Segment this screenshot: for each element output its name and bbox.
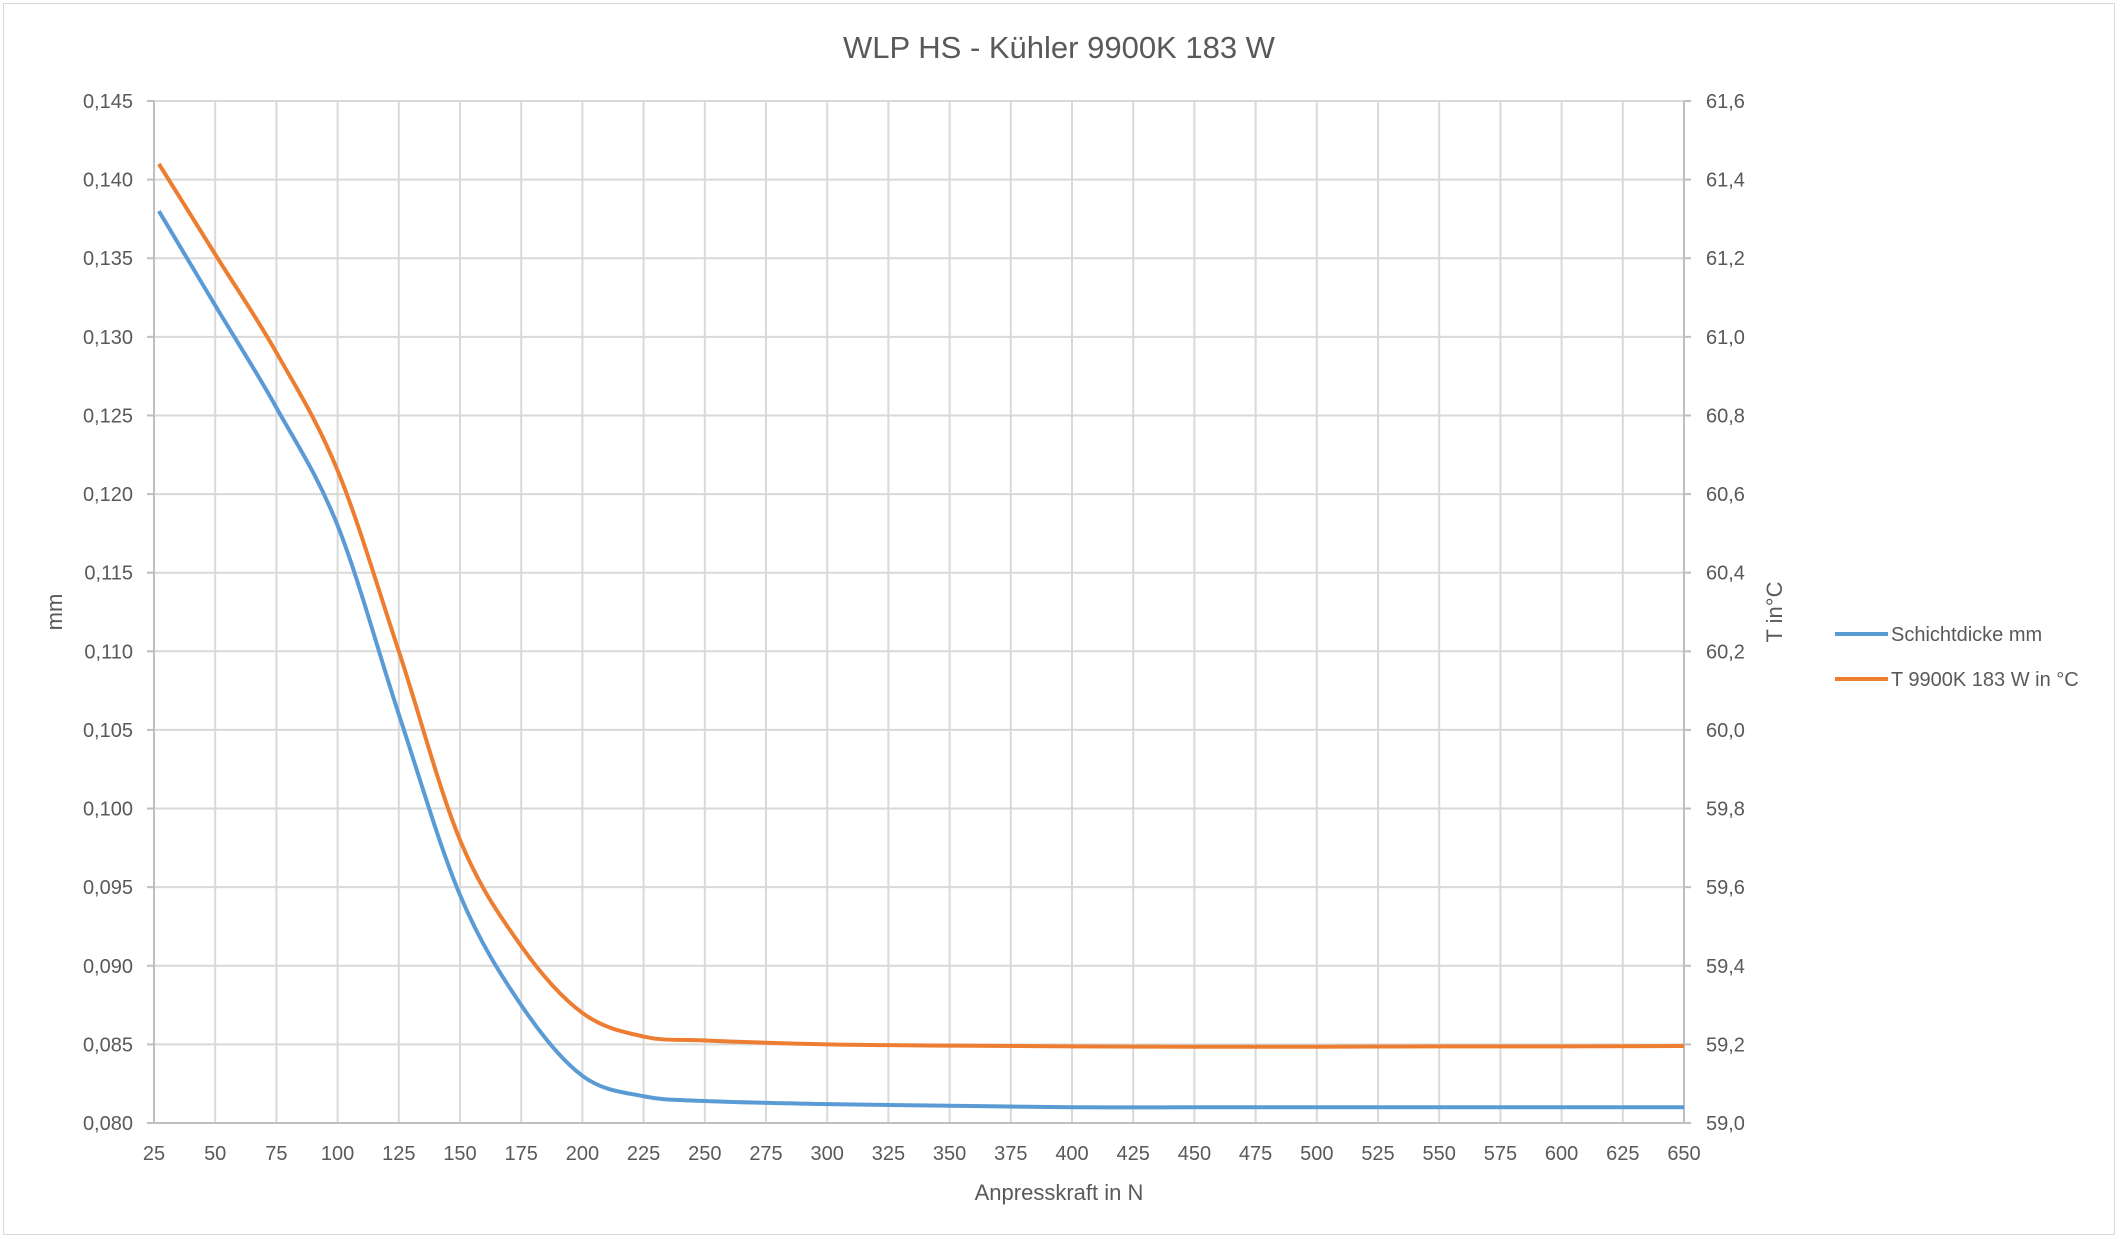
y2-tick-label: 60,8 — [1706, 405, 1745, 427]
y-tick-label: 0,080 — [83, 1113, 133, 1135]
y2-axis-title: T in°C — [1762, 581, 1787, 642]
y2-tick-label: 60,4 — [1706, 563, 1745, 585]
x-tick-label: 600 — [1545, 1143, 1578, 1165]
gridlines — [147, 100, 1691, 1124]
y-tick-label: 0,100 — [83, 799, 133, 821]
y-tick-label: 0,135 — [83, 248, 133, 270]
x-tick-label: 425 — [1117, 1143, 1150, 1165]
y-axis-title: mm — [42, 594, 67, 631]
x-tick-label: 25 — [143, 1143, 165, 1165]
x-tick-label: 325 — [872, 1143, 905, 1165]
series-line-0 — [157, 210, 1684, 1110]
y2-tick-label: 61,6 — [1706, 91, 1745, 113]
chart-title: WLP HS - Kühler 9900K 183 W — [843, 30, 1276, 65]
y2-tick-label: 60,0 — [1706, 720, 1745, 742]
y2-tick-label: 59,8 — [1706, 799, 1745, 821]
x-tick-label: 475 — [1239, 1143, 1272, 1165]
y-tick-label: 0,085 — [83, 1034, 133, 1056]
x-tick-label: 200 — [566, 1143, 599, 1165]
series-lines — [157, 162, 1685, 1110]
x-tick-label: 450 — [1178, 1143, 1211, 1165]
x-axis-title: Anpresskraft in N — [975, 1180, 1144, 1205]
y2-tick-label: 60,2 — [1706, 641, 1745, 663]
y-tick-label: 0,095 — [83, 877, 133, 899]
chart-area — [3, 3, 2115, 1235]
y2-tick-label: 59,4 — [1706, 956, 1745, 978]
x-tick-label: 150 — [443, 1143, 476, 1165]
y-tick-label: 0,140 — [83, 170, 133, 192]
y2-tick-label: 59,0 — [1706, 1113, 1745, 1135]
legend-label-schichtdicke: Schichtdicke mm — [1891, 624, 2042, 646]
x-tick-label: 50 — [204, 1143, 226, 1165]
x-tick-label: 225 — [627, 1143, 660, 1165]
x-tick-label: 500 — [1300, 1143, 1333, 1165]
x-tick-label: 125 — [382, 1143, 415, 1165]
x-tick-label: 575 — [1484, 1143, 1517, 1165]
x-tick-label: 400 — [1055, 1143, 1088, 1165]
x-tick-label: 250 — [688, 1143, 721, 1165]
y-tick-label: 0,115 — [84, 563, 133, 585]
series-line-1 — [157, 162, 1685, 1049]
x-tick-label: 625 — [1606, 1143, 1639, 1165]
x-tick-label: 650 — [1667, 1143, 1700, 1165]
y2-tick-label: 59,2 — [1706, 1034, 1745, 1056]
y-tick-label: 0,125 — [83, 405, 133, 427]
x-tick-label: 75 — [265, 1143, 287, 1165]
y2-tick-label: 61,2 — [1706, 248, 1745, 270]
x-tick-label: 300 — [811, 1143, 844, 1165]
y-tick-label: 0,130 — [83, 327, 133, 349]
x-tick-label: 275 — [749, 1143, 782, 1165]
x-tick-label: 550 — [1423, 1143, 1456, 1165]
tick-labels: 0,080 59,0 0,085 59,2 0,090 59,4 0,095 59,6 0,10… — [83, 91, 1745, 1165]
x-tick-label: 350 — [933, 1143, 966, 1165]
legend-label-temperature: T 9900K 183 W in °C — [1891, 669, 2079, 691]
y2-tick-label: 59,6 — [1706, 877, 1745, 899]
y2-tick-label: 60,6 — [1706, 484, 1745, 506]
x-tick-label: 175 — [505, 1143, 538, 1165]
y-tick-label: 0,105 — [83, 720, 133, 742]
x-tick-label: 525 — [1361, 1143, 1394, 1165]
y2-tick-label: 61,4 — [1706, 170, 1745, 192]
x-tick-label: 375 — [994, 1143, 1027, 1165]
legend: Schichtdicke mm T 9900K 183 W in °C — [1835, 624, 2079, 691]
y-tick-label: 0,110 — [84, 641, 133, 663]
x-tick-label: 100 — [321, 1143, 354, 1165]
y-tick-label: 0,090 — [83, 956, 133, 978]
y-tick-label: 0,145 — [83, 91, 133, 113]
y2-tick-label: 61,0 — [1706, 327, 1745, 349]
y-tick-label: 0,120 — [83, 484, 133, 506]
